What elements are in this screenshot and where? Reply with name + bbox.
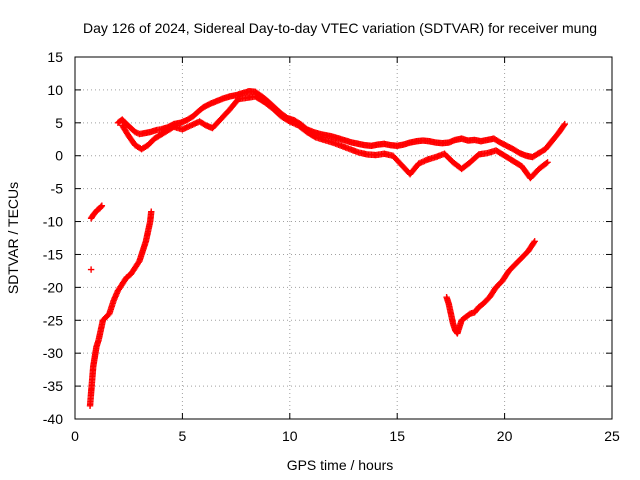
x-tick-label: 20 xyxy=(497,428,513,444)
sdtvar-isolated xyxy=(87,266,95,273)
sdtvar-early-short xyxy=(87,202,106,222)
data-point xyxy=(148,208,155,215)
y-tick-label: 10 xyxy=(47,82,63,98)
y-tick-label: -25 xyxy=(43,312,63,328)
x-tick-label: 10 xyxy=(282,428,298,444)
y-tick-label: 5 xyxy=(55,115,63,131)
data-point xyxy=(543,160,550,167)
x-tick-label: 0 xyxy=(71,428,79,444)
y-axis-label: SDTVAR / TECUs xyxy=(5,182,21,294)
y-tick-label: -35 xyxy=(43,378,63,394)
y-tick-label: -15 xyxy=(43,246,63,262)
chart-title: Day 126 of 2024, Sidereal Day-to-day VTE… xyxy=(83,20,597,36)
y-tick-label: 0 xyxy=(55,148,63,164)
y-tick-label: -30 xyxy=(43,345,63,361)
x-tick-label: 15 xyxy=(389,428,405,444)
data-point xyxy=(561,120,568,128)
y-tick-label: -5 xyxy=(51,181,64,197)
x-axis-label: GPS time / hours xyxy=(287,457,394,473)
plot-frame xyxy=(74,56,613,420)
x-tick-label: 25 xyxy=(604,428,620,444)
grid xyxy=(75,57,612,419)
data-point xyxy=(531,238,538,245)
data-point xyxy=(560,122,568,129)
y-tick-label: -10 xyxy=(43,214,63,230)
data-point xyxy=(530,239,538,246)
data-point xyxy=(544,159,551,166)
y-tick-label: 15 xyxy=(47,49,63,65)
y-tick-label: -40 xyxy=(43,411,63,427)
data-point xyxy=(98,202,106,209)
data-series xyxy=(86,88,568,410)
y-tick-label: -20 xyxy=(43,279,63,295)
sdtvar-late-recovery xyxy=(443,238,538,337)
data-point xyxy=(87,266,95,273)
axis-ticks: 0 5 10 15 20 25 -40 -35 -30 -25 -20 -15 -10 -5 0 5 10 15 xyxy=(43,49,620,444)
sdtvar-main-lower xyxy=(119,93,551,182)
data-point xyxy=(97,203,105,210)
x-tick-label: 5 xyxy=(179,428,187,444)
sdtvar-early-steep xyxy=(86,208,155,410)
